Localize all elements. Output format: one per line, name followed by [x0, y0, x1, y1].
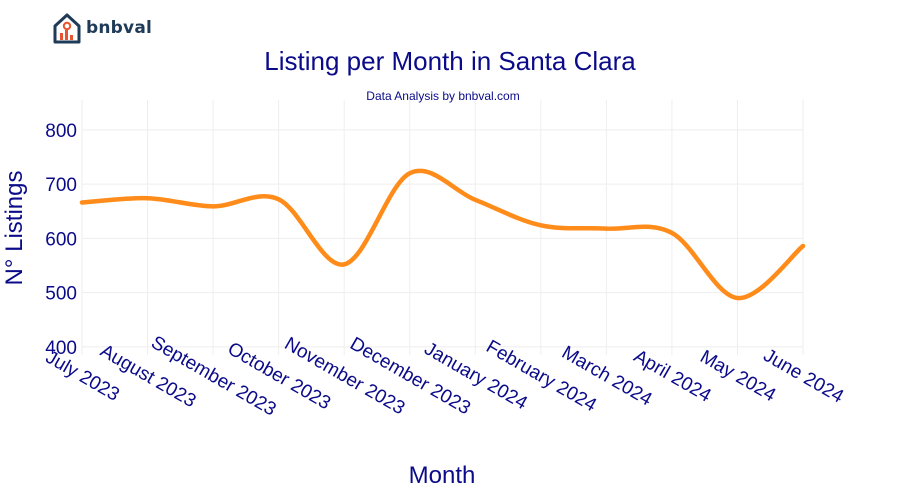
series-layer	[79, 168, 806, 301]
y-tick-label: 400	[45, 338, 77, 359]
house-chart-icon	[53, 13, 81, 44]
data-point	[473, 197, 478, 202]
data-point	[735, 296, 740, 301]
data-point	[211, 204, 216, 209]
data-point	[407, 171, 412, 176]
data-point	[604, 226, 609, 231]
data-point	[801, 243, 805, 248]
data-point	[342, 262, 347, 267]
y-axis-ticks: 400 500 600 700 800	[45, 121, 77, 359]
y-tick-label: 700	[45, 175, 77, 196]
data-point	[669, 230, 674, 235]
data-point	[145, 196, 150, 201]
x-axis-title: Month	[409, 462, 476, 489]
data-point	[538, 223, 543, 228]
data-point	[276, 197, 281, 202]
y-tick-label: 800	[45, 121, 77, 142]
y-tick-label: 600	[45, 229, 77, 250]
chart-title: Listing per Month in Santa Clara	[264, 46, 636, 76]
x-tick-label: February 2024	[482, 336, 600, 416]
y-axis-title: N° Listings	[1, 171, 28, 286]
chart-subtitle: Data Analysis by bnbval.com	[366, 89, 519, 103]
brand-name: bnbval	[86, 18, 153, 38]
brand-logo: bnbval	[52, 12, 152, 44]
data-point	[80, 200, 84, 205]
series-line	[79, 168, 806, 301]
y-tick-label: 500	[45, 284, 77, 305]
grid	[81, 100, 804, 355]
